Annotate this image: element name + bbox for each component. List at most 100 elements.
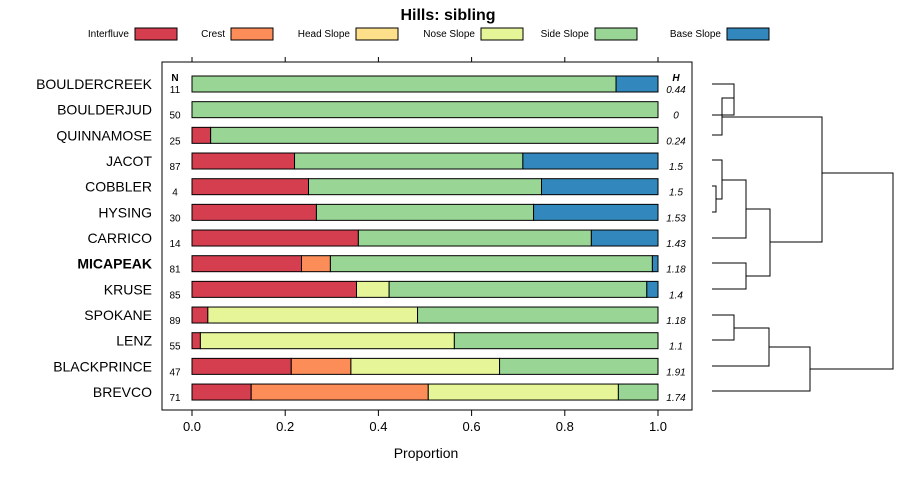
bar-segment-interfluve (191, 255, 303, 273)
row-h-value: 1.4 (669, 290, 683, 301)
legend-label-head-slope: Head Slope (298, 29, 351, 40)
bar-segment-base-slope (541, 178, 659, 196)
row-label: BLACKPRINCE (53, 358, 152, 374)
row-label: BREVCO (93, 384, 152, 400)
bar-segment-side-slope (329, 255, 653, 273)
dendrogram-link (712, 83, 735, 116)
bar-segment-side-slope (388, 280, 648, 298)
row-n-value: 89 (169, 316, 181, 327)
x-tick-label: 0.8 (556, 419, 574, 434)
bar-segment-side-slope (453, 332, 659, 350)
row-label: JACOT (106, 153, 152, 169)
x-tick-label: 0.6 (463, 419, 481, 434)
legend-swatch-nose-slope (480, 27, 524, 41)
row-n-value: 50 (169, 111, 181, 122)
bar-segment-nose-slope (199, 332, 455, 350)
bar-segment-interfluve (191, 203, 317, 221)
dendrogram-link (712, 159, 723, 200)
row-n-value: 30 (169, 213, 181, 224)
dendrogram-link (712, 179, 747, 239)
bar-segment-nose-slope (355, 280, 390, 298)
row-label: QUINNAMOSE (56, 127, 152, 143)
dendrogram-link (722, 116, 823, 243)
row-label: BOULDERJUD (57, 102, 152, 118)
row-h-value: 1.18 (666, 316, 686, 327)
row-n-value: 11 (170, 85, 181, 96)
bar-segment-side-slope (315, 203, 535, 221)
legend-swatch-base-slope (726, 27, 770, 41)
legend-swatch-side-slope (594, 27, 638, 41)
bar-segment-base-slope (590, 229, 659, 247)
row-n-value: 55 (169, 342, 181, 353)
bar-segment-interfluve (191, 280, 357, 298)
bar-segment-side-slope (617, 383, 659, 401)
row-n-value: 85 (169, 290, 181, 301)
row-n-value: 25 (169, 136, 181, 147)
bar-segment-nose-slope (207, 306, 419, 324)
bar-segment-interfluve (191, 178, 309, 196)
row-h-value: 1.43 (666, 239, 686, 250)
plot-frame (161, 61, 693, 411)
bar-segment-base-slope (522, 152, 659, 170)
dendrogram-link (712, 185, 717, 213)
bar-segment-base-slope (615, 75, 659, 93)
row-h-value: 1.53 (666, 213, 686, 224)
row-label: CARRICO (87, 230, 152, 246)
legend-label-side-slope: Side Slope (541, 29, 590, 40)
x-tick-label: 1.0 (649, 419, 667, 434)
x-tick-label: 0.0 (183, 419, 201, 434)
row-h-value: 1.1 (669, 342, 683, 353)
row-n-value: 87 (169, 162, 181, 173)
bar-segment-side-slope (191, 75, 617, 93)
row-h-value: 1.91 (666, 367, 685, 378)
row-n-value: 71 (169, 393, 181, 404)
row-h-value: 1.18 (666, 265, 686, 276)
legend-swatch-crest (230, 27, 274, 41)
bar-segment-interfluve (191, 126, 212, 144)
row-label: COBBLER (85, 179, 152, 195)
row-n-value: 4 (172, 188, 178, 199)
bar-segment-interfluve (191, 383, 252, 401)
dendrogram-link (810, 172, 894, 370)
bar-segment-crest (301, 255, 331, 273)
h-column-header: H (672, 73, 680, 84)
bar-segment-interfluve (191, 357, 292, 375)
x-tick-label: 0.4 (369, 419, 387, 434)
bar-segment-side-slope (210, 126, 659, 144)
legend-label-base-slope: Base Slope (670, 29, 722, 40)
row-label: HYSING (98, 204, 152, 220)
dendrogram-link (746, 208, 771, 277)
row-label: LENZ (116, 333, 152, 349)
bar-segment-nose-slope (350, 357, 501, 375)
bar-segment-interfluve (191, 306, 209, 324)
bar-segment-base-slope (646, 280, 659, 298)
legend-label-nose-slope: Nose Slope (423, 29, 475, 40)
bar-segment-side-slope (357, 229, 592, 247)
row-label: BOULDERCREEK (36, 76, 153, 92)
legend-label-crest: Crest (201, 29, 225, 40)
row-n-value: 81 (169, 265, 181, 276)
bar-segment-side-slope (191, 101, 659, 119)
dendrogram-link (712, 262, 747, 290)
row-label: MICAPEAK (77, 256, 152, 272)
bar-segment-side-slope (294, 152, 524, 170)
x-axis-label: Proportion (394, 445, 459, 461)
bar-segment-side-slope (499, 357, 659, 375)
bar-segment-base-slope (533, 203, 659, 221)
row-h-value: 0.44 (666, 85, 686, 96)
bar-rows: BOULDERCREEK 11 0.44 BOULDERJUD 50 0 QUINNAMOS… (36, 75, 686, 404)
bar-segment-nose-slope (427, 383, 619, 401)
bar-segment-side-slope (308, 178, 542, 196)
bar-segment-base-slope (651, 255, 659, 273)
legend-swatch-interfluve (134, 27, 178, 41)
bar-segment-side-slope (417, 306, 659, 324)
legend-swatch-head-slope (355, 27, 399, 41)
dendrogram-link (712, 346, 811, 392)
bar-segment-crest (290, 357, 352, 375)
dendrogram-link (712, 327, 770, 367)
legend: Interfluve Crest Head Slope Nose Slope Side … (88, 27, 770, 41)
x-axis: 0.0 0.2 0.4 0.6 0.8 1.0 (183, 57, 667, 434)
row-n-value: 14 (169, 239, 181, 250)
row-label: SPOKANE (84, 307, 152, 323)
